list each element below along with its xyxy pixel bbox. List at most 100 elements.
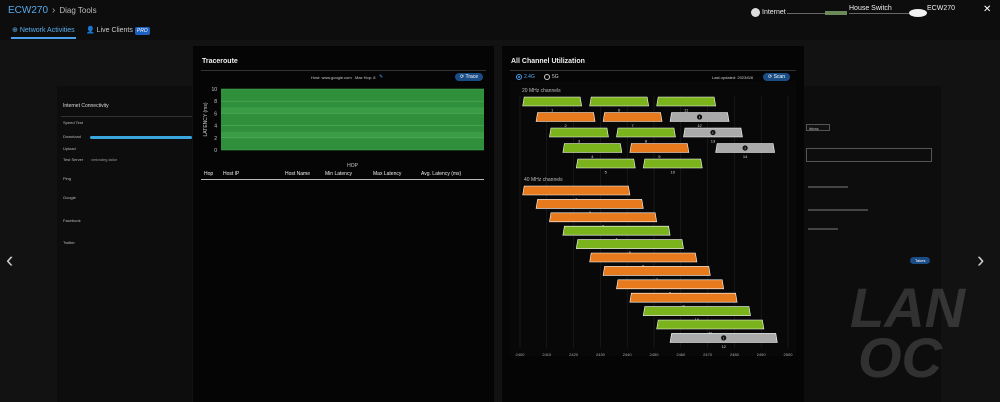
traceroute-title: Traceroute [202,58,238,65]
channel-20mhz-14[interactable]: i 14 [715,143,775,160]
y-tick-label: 6 [214,111,217,117]
channel-20mhz-9[interactable]: 9 [629,143,690,160]
channel-40mhz-2[interactable]: 2 [535,199,644,215]
row-label: Download [63,134,81,139]
line [808,186,848,188]
topology-device[interactable]: ECW270 [927,5,956,12]
channel-20mhz-3[interactable]: 3 [549,127,609,144]
channel-label: 2 [564,123,567,128]
channel-bar [575,158,636,169]
channel-20mhz-7[interactable]: 7 [602,112,663,129]
divider [510,70,796,71]
info-icon [742,145,748,151]
channel-label: 5 [629,250,632,255]
channel-40mhz-7[interactable]: 7 [602,266,711,282]
previous-arrow-icon[interactable]: ‹ [6,247,14,272]
channel-bar [589,252,698,263]
takes-button[interactable]: Takes [910,257,931,264]
channel-20mhz-6[interactable]: 6 [589,96,649,113]
channel-label: 6 [618,108,621,113]
close-icon[interactable]: ✕ [983,4,992,15]
tab-live-clients[interactable]: 👤 Live Clients PRO [86,26,150,35]
col-host-ip: Host IP [223,171,240,177]
x-tick-label: 2490 [757,352,767,357]
channel-label: 12 [721,344,726,349]
row-label: Facebook [63,218,81,223]
row-label: Twitter [63,240,75,245]
y-tick-label: 8 [214,99,217,105]
channel-40mhz-9[interactable]: 9 [629,292,738,309]
divider [61,116,192,117]
internet-connectivity-panel[interactable]: Internet Connectivity Speed Test Downloa… [57,86,192,402]
channel-label: 9 [682,304,685,309]
channel-20mhz-4[interactable]: 4 [562,143,623,160]
channel-40mhz-10[interactable]: 10 [642,306,751,323]
channel-20mhz-2[interactable]: 2 [535,112,596,129]
select-value: ibbas [809,126,819,131]
watermark-line1: LAN [850,276,966,339]
chevron-right-icon: › [52,5,56,16]
channel-20mhz-12[interactable]: i 12 [669,112,730,129]
topology-switch[interactable]: House Switch [849,5,892,12]
channel-bar [562,143,623,153]
channel-bar [589,96,649,107]
row-label: Ping [63,176,72,181]
channel-label: 2 [589,210,592,215]
channel-bar [629,292,738,303]
label-20mhz: 20 MHz channels [522,88,561,94]
channel-40mhz-5[interactable]: 5 [575,239,684,256]
text-area[interactable] [806,148,932,162]
channel-bar [575,239,684,249]
channel-bar [642,306,751,316]
row-label: Upload [63,146,76,151]
channel-bar [535,199,644,209]
channel-40mhz-3[interactable]: 3 [549,212,658,229]
y-tick-label: 10 [211,87,217,93]
info-icon-glyph: i [745,146,746,151]
label-40mhz: 40 MHz channels [524,177,563,183]
channel-40mhz-8[interactable]: 8 [616,279,725,296]
radio-2g[interactable] [516,74,522,80]
breadcrumb-device[interactable]: ECW270 [8,5,49,16]
radio-5g[interactable] [544,74,550,80]
channel-20mhz-11[interactable]: 11 [656,96,716,113]
globe-icon: ⊕ [12,27,20,34]
edit-icon[interactable]: ✎ [379,74,384,80]
next-arrow-icon[interactable]: › [977,247,985,272]
channel-40mhz-6[interactable]: 6 [589,252,698,269]
channel-20mhz-1[interactable]: 1 [522,96,582,113]
select-box[interactable]: ibbas [806,124,830,131]
link-line [787,13,825,14]
channel-20mhz-10[interactable]: 10 [642,158,703,175]
scan-button[interactable]: ⟳ Scan [763,73,790,81]
x-tick-label: 2500 [784,352,794,357]
channel-bar [522,185,631,196]
channel-bar [616,279,725,290]
channel-20mhz-5[interactable]: 5 [575,158,636,175]
x-tick-label: 2420 [569,352,579,357]
channel-20mhz-8[interactable]: 8 [616,127,676,144]
trace-button-label: Trace [465,74,479,80]
test-server-value: xmiradeg.tailor [91,157,118,162]
channel-label: 6 [642,264,645,269]
x-tick-label: 2460 [676,352,686,357]
channel-title: All Channel Utilization [511,58,585,65]
tab-network-activities[interactable]: ⊕ Network Activities [12,26,75,34]
channel-bar [629,143,690,153]
download-bar [90,136,192,139]
topology-internet[interactable]: Internet [762,9,786,16]
top-bar: ECW270 › Diag Tools Internet House Switch … [0,0,1000,22]
y-tick-label: 2 [214,136,217,142]
access-point-icon [909,9,927,17]
channel-40mhz-12[interactable]: i 12 [669,333,778,349]
channel-40mhz-1[interactable]: 1 [522,185,631,202]
channel-40mhz-4[interactable]: 4 [562,225,671,242]
channel-bar [616,127,676,138]
side-panel-right[interactable]: ibbas Takes [804,86,941,402]
channel-40mhz-11[interactable]: 11 [656,319,765,336]
row-label: Google [63,195,76,200]
switch-icon [825,11,847,15]
channel-20mhz-13[interactable]: i 13 [683,127,743,144]
trace-button[interactable]: ⟳ Trace [455,73,484,81]
col-avg-latency: Avg. Latency (ms) [421,171,462,177]
